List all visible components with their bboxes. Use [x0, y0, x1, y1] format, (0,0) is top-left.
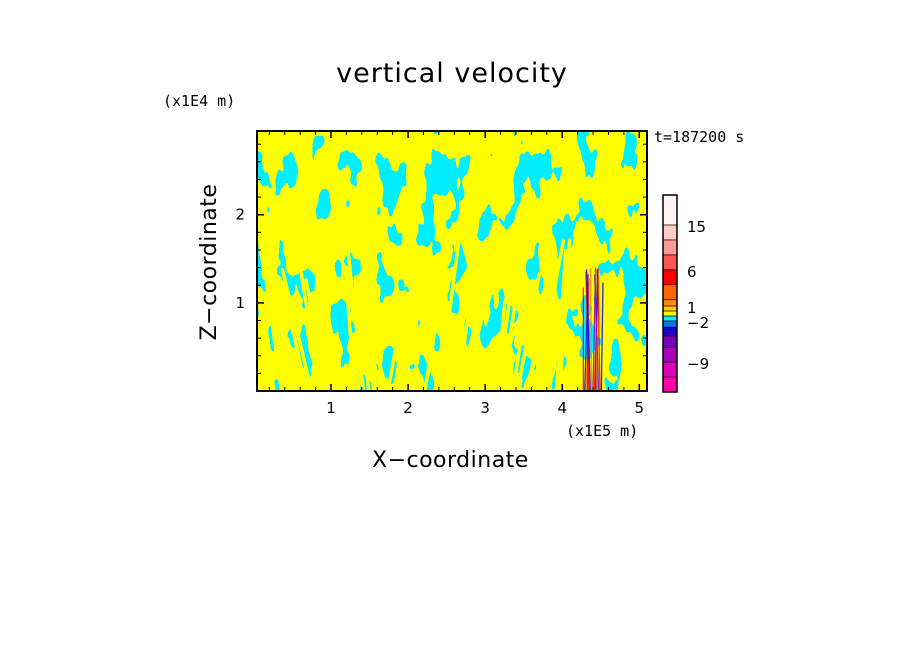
colorbar-swatch	[662, 315, 678, 322]
field-streak	[345, 239, 366, 391]
colorbar-swatch	[662, 346, 678, 363]
field-streak	[463, 282, 491, 391]
field-streak	[272, 284, 294, 391]
field-streak	[317, 278, 348, 391]
field-streak	[499, 245, 527, 391]
x-tick-label: 1	[326, 399, 336, 417]
colorbar-swatch	[662, 299, 678, 307]
field-streak	[295, 244, 322, 391]
colorbar-swatch	[662, 376, 678, 393]
field-streak	[423, 303, 441, 391]
x-tick-label: 5	[635, 399, 645, 417]
colorbar: −9 −21 6 15	[662, 194, 709, 393]
field-streak	[456, 255, 478, 391]
field-streak	[304, 278, 330, 391]
y-tick-label: 2	[235, 206, 245, 224]
field-streak	[534, 239, 565, 391]
colorbar-swatch	[662, 305, 678, 312]
colorbar-swatch	[662, 335, 678, 348]
field-streak	[451, 251, 475, 391]
colorbar-label: −2	[687, 314, 709, 332]
convective-core-line	[594, 274, 600, 391]
field-streak	[511, 329, 524, 391]
colorbar-swatch	[662, 326, 678, 337]
colorbar-swatch	[662, 269, 678, 286]
colorbar-swatch	[662, 239, 678, 256]
chart-title: vertical velocity	[336, 58, 568, 89]
field-streak	[539, 297, 568, 391]
time-label: t=187200 s	[654, 128, 745, 146]
field-streak	[491, 326, 518, 391]
field-streak	[325, 322, 341, 391]
field-streak	[433, 327, 446, 391]
field-streak	[386, 301, 406, 391]
colorbar-label: 15	[687, 218, 706, 236]
convective-core-line	[597, 278, 601, 391]
field-streak	[344, 280, 357, 391]
field-streak	[257, 315, 274, 391]
convective-core-line	[600, 282, 604, 391]
field-streak	[437, 229, 462, 391]
axis-ticks: 1 2 3 4 5 1 2	[235, 131, 647, 417]
y-unit-label: (x1E4 m)	[163, 92, 236, 110]
colorbar-frame	[662, 194, 678, 393]
colorbar-swatch	[662, 254, 678, 271]
field-streak	[396, 269, 418, 391]
field-streak	[392, 268, 417, 391]
field-streak	[285, 303, 309, 391]
colorbar-swatch	[662, 284, 678, 301]
y-tick-label: 1	[235, 294, 245, 312]
field-streak	[363, 307, 381, 391]
plot-frame	[256, 130, 648, 392]
field-streak	[257, 281, 277, 391]
convective-core-line	[585, 271, 590, 391]
heatmap-field	[257, 131, 647, 391]
field-streak	[525, 316, 547, 391]
field-streak	[259, 233, 291, 391]
field-streak	[371, 326, 386, 391]
colorbar-label: 6	[687, 263, 697, 281]
colorbar-swatch	[662, 224, 678, 241]
convective-core-line	[585, 269, 591, 391]
field-streak	[280, 267, 314, 391]
field-streak	[262, 261, 289, 391]
x-tick-label: 2	[403, 399, 413, 417]
field-streak	[558, 238, 572, 391]
colorbar-label: −9	[687, 355, 709, 373]
colorbar-label: 1	[687, 299, 697, 317]
field-streak	[257, 334, 267, 391]
field-streak	[515, 271, 542, 391]
colorbar-swatch	[662, 194, 678, 226]
field-streak	[355, 297, 371, 391]
x-tick-label: 3	[480, 399, 490, 417]
colorbar-swatch	[662, 361, 678, 378]
colorbar-swatch	[662, 320, 678, 328]
x-tick-label: 4	[557, 399, 567, 417]
convective-core-line	[589, 268, 593, 391]
x-unit-label: (x1E5 m)	[566, 422, 639, 440]
colorbar-swatch	[662, 310, 678, 317]
x-axis-label: X−coordinate	[372, 448, 529, 473]
field-streak	[494, 238, 521, 391]
field-positive-regions	[257, 131, 647, 391]
